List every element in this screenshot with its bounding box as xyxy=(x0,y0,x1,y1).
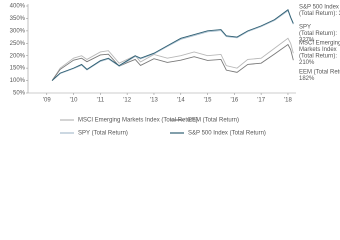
x-tick-label: '09 xyxy=(43,98,51,104)
annotation: (Total Return): xyxy=(299,31,337,37)
legend-label: S&P 500 Index (Total Return) xyxy=(188,131,266,137)
y-tick-label: 50% xyxy=(13,91,26,97)
y-tick-label: 300% xyxy=(10,28,26,34)
annotation: MSCI Emerging xyxy=(299,41,340,47)
x-tick-label: '18 xyxy=(284,98,292,104)
y-tick-label: 100% xyxy=(10,78,26,84)
legend-label: SPY (Total Return) xyxy=(78,131,128,137)
x-tick-label: '12 xyxy=(123,98,131,104)
y-tick-label: 150% xyxy=(10,66,26,72)
y-tick-label: 250% xyxy=(10,41,26,47)
x-tick-label: '10 xyxy=(70,98,78,104)
annotation: (Total Return): xyxy=(299,54,337,60)
line xyxy=(51,9,294,81)
chart: 50% 100% 150% 200% 250% 300% 350% 400% '09 '10 '11… xyxy=(10,4,340,137)
x-tick-label: '17 xyxy=(257,98,265,104)
y-tick-label: 400% xyxy=(10,4,26,10)
x-tick-label: '14 xyxy=(177,98,185,104)
annotation: (Total Return): 330% xyxy=(299,11,340,17)
annotation: Markets Index xyxy=(299,47,337,53)
annotation: SPY xyxy=(299,25,311,31)
annotation: 182% xyxy=(299,76,315,82)
line xyxy=(51,10,294,81)
x-tick-label: '13 xyxy=(150,98,158,104)
y-tick-label: 350% xyxy=(10,16,26,22)
x-tick-label: '16 xyxy=(230,98,238,104)
line xyxy=(51,37,294,81)
legend-label: MSCI Emerging Markets Index (Total Retur… xyxy=(78,118,198,124)
annotation: 210% xyxy=(299,60,315,66)
line xyxy=(51,43,294,81)
annotation: EEM (Total Return): xyxy=(299,70,340,76)
x-tick-label: '15 xyxy=(204,98,212,104)
annotation: 327% xyxy=(299,38,315,44)
x-tick-label: '11 xyxy=(97,98,105,104)
legend-label: EEM (Total Return) xyxy=(188,118,239,124)
annotation: S&P 500 Index xyxy=(299,5,339,11)
y-tick-label: 200% xyxy=(10,53,26,59)
